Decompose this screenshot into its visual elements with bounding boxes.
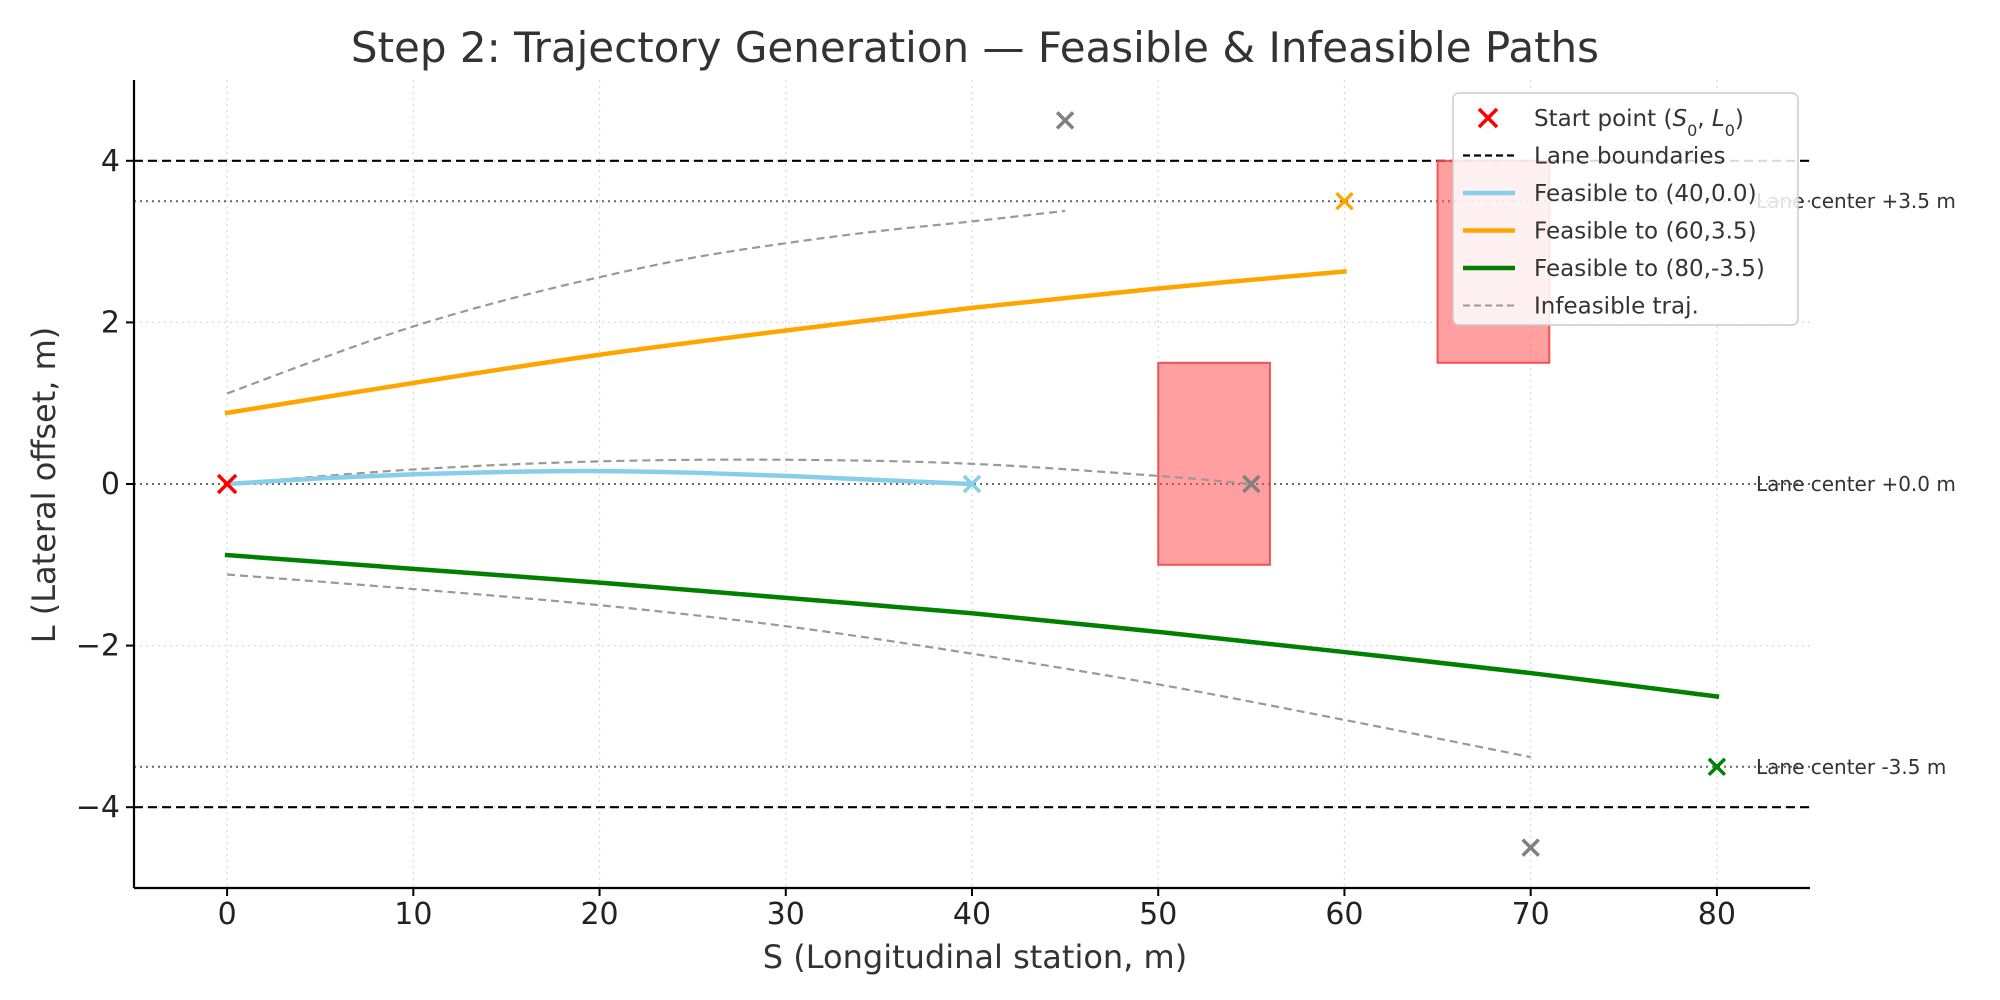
legend-label: Start point (S0, L0) [1534, 106, 1744, 140]
y-tick-label: 4 [101, 144, 120, 179]
obstacle-rect [1157, 361, 1271, 566]
legend-entry: Infeasible traj. [1463, 294, 1699, 320]
legend-label: Lane boundaries [1534, 144, 1725, 170]
y-tick-label: −4 [76, 790, 120, 825]
legend-label: Infeasible traj. [1534, 294, 1699, 320]
y-tick-label: −2 [76, 629, 120, 664]
x-tick-label: 70 [1512, 897, 1550, 932]
legend-label: Feasible to (40,0.0) [1534, 181, 1757, 207]
legend-entry: Feasible to (40,0.0) [1463, 181, 1757, 207]
trajectories [224, 209, 1720, 759]
legend-entry: Feasible to (60,3.5) [1463, 219, 1757, 245]
legend-label: Feasible to (80,-3.5) [1534, 256, 1765, 282]
feasible-trajectory [224, 468, 975, 487]
legend-label: Feasible to (60,3.5) [1534, 219, 1757, 245]
x-tick-label: 10 [394, 897, 432, 932]
legend-entry: Feasible to (80,-3.5) [1463, 256, 1765, 282]
y-tick-label: 0 [101, 467, 120, 502]
feasible-trajectory [224, 552, 1720, 700]
lane-center-label: Lane center +0.0 m [1756, 472, 1956, 496]
legend-entry: Lane boundaries [1463, 144, 1725, 170]
infeasible-trajectory [227, 573, 1531, 759]
target-marker [1055, 111, 1075, 130]
x-tick-label: 20 [580, 897, 618, 932]
markers [216, 111, 1727, 857]
y-axis-label: L (Lateral offset, m) [25, 327, 63, 644]
legend-start-marker [1477, 107, 1499, 129]
x-axis-label: S (Longitudinal station, m) [763, 938, 1187, 976]
infeasible-trajectory [226, 209, 1066, 395]
target-marker [1335, 191, 1354, 211]
legend: Start point (S0, L0) Lane boundaries Feasi… [1452, 92, 1799, 326]
lane-center-label: Lane center -3.5 m [1756, 755, 1946, 779]
legend-entry: Start point (S0, L0) [1477, 106, 1744, 140]
x-tick-label: 60 [1325, 897, 1363, 932]
chart-title: Step 2: Trajectory Generation — Feasible… [351, 23, 1599, 72]
y-tick-label: 2 [101, 305, 120, 340]
target-marker [1707, 757, 1727, 777]
x-tick-label: 30 [767, 897, 805, 932]
legend-box [1452, 92, 1799, 326]
start-point-marker [216, 473, 238, 495]
feasible-trajectory [224, 269, 1347, 416]
x-tick-label: 50 [1139, 897, 1177, 932]
infeasible-trajectory [227, 458, 1252, 486]
x-tick-label: 0 [218, 897, 237, 932]
target-marker [962, 474, 982, 494]
x-tick-label: 40 [953, 897, 991, 932]
target-marker [1521, 838, 1540, 857]
axes: 0 10 20 30 40 50 60 70 80 −4 −2 0 2 4 [76, 80, 1810, 932]
x-tick-label: 80 [1698, 897, 1736, 932]
grid [134, 80, 1810, 888]
target-marker [1242, 474, 1261, 494]
